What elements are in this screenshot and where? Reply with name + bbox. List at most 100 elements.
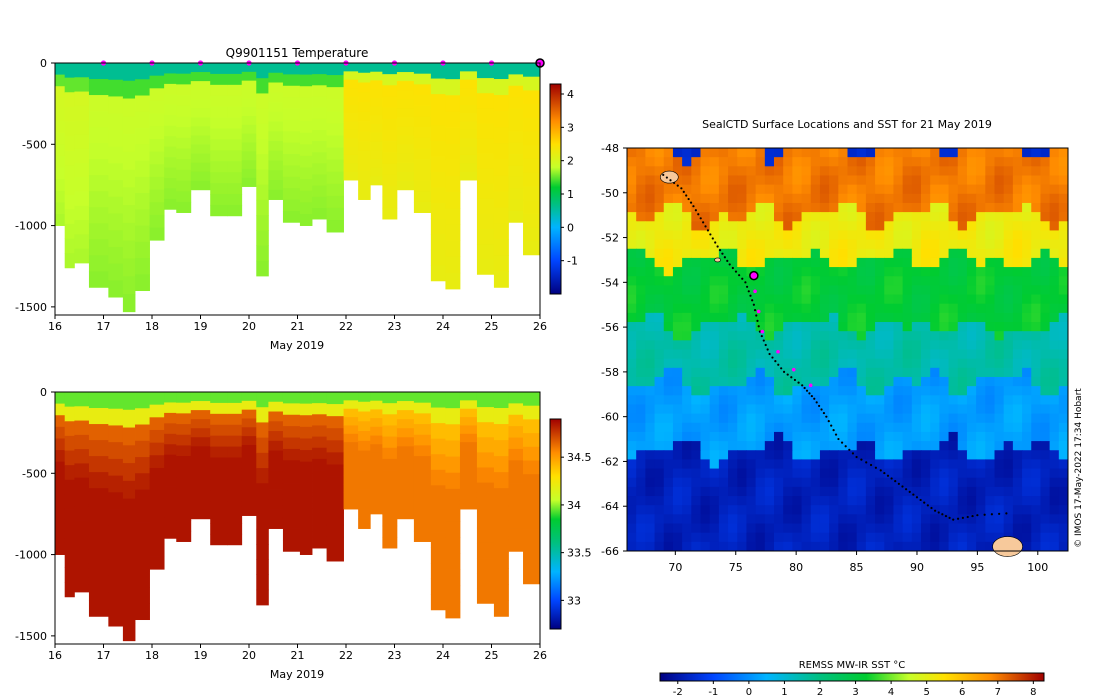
sst-cell [921, 459, 931, 470]
sst-cell [847, 404, 858, 415]
sst-cell [783, 294, 793, 305]
track-point [755, 314, 758, 317]
sst-cell [948, 505, 959, 515]
heatmap-cell [149, 493, 165, 507]
sst-cell [966, 514, 977, 525]
sst-cell [746, 184, 757, 195]
sst-cell [682, 541, 692, 552]
heatmap-cell [108, 146, 124, 164]
heatmap-cell [55, 415, 66, 428]
sst-cell [755, 322, 766, 332]
heatmap-cell [493, 143, 509, 160]
sst-cell [801, 459, 812, 470]
sst-cell [691, 193, 701, 204]
sst-cell [893, 349, 904, 360]
sst-cell [728, 175, 738, 186]
heatmap-cell [176, 434, 192, 446]
heatmap-cell [299, 484, 313, 497]
sst-cell [966, 230, 977, 241]
sst-cell [847, 276, 858, 286]
heatmap-cell [256, 468, 269, 484]
heatmap-cell [299, 508, 313, 521]
track-point [706, 229, 710, 232]
lat-tick-label: -52 [601, 232, 619, 245]
heatmap-cell [64, 194, 75, 210]
sst-cell [829, 294, 839, 305]
sst-cell [847, 486, 858, 497]
sst-cell [921, 285, 931, 296]
heatmap-cell [476, 558, 495, 574]
sst-cell [838, 358, 848, 369]
sst-cell [810, 441, 821, 451]
sst-cell [902, 376, 913, 387]
heatmap-cell [370, 89, 383, 99]
sst-cell [939, 303, 950, 314]
heatmap-cell [493, 392, 509, 409]
sst-cell [819, 523, 830, 534]
heatmap-cell [122, 116, 136, 135]
heatmap-cell [190, 464, 211, 474]
heatmap-cell [64, 523, 75, 539]
sst-cell [718, 431, 729, 442]
sst-cell [700, 468, 711, 479]
sst-cell [838, 523, 848, 534]
sst-cell [939, 431, 950, 442]
heatmap-cell [241, 133, 257, 143]
sst-cell [691, 267, 701, 277]
heatmap-cell [312, 481, 327, 493]
sst-cell [654, 267, 665, 277]
heatmap-cell [413, 137, 432, 149]
sst-cell [921, 395, 931, 405]
heatmap-cell [508, 154, 524, 166]
sst-cell [1031, 477, 1041, 488]
heatmap-cell [459, 408, 478, 418]
sst-cell [939, 148, 950, 158]
sst-cell [801, 523, 812, 534]
temperature-heatmap [55, 63, 541, 313]
sst-cell [810, 514, 821, 525]
heatmap-cell [358, 72, 371, 83]
sst-cell [856, 303, 867, 314]
heatmap-cell [135, 63, 150, 80]
heatmap-cell [382, 403, 398, 415]
sst-cell [663, 532, 674, 543]
sst-cell [709, 239, 720, 250]
sst-cell [810, 166, 821, 176]
sst-cell [654, 349, 665, 360]
track-point [976, 514, 979, 517]
heatmap-cell [256, 215, 269, 231]
sst-cell [865, 184, 876, 195]
sst-cell [939, 459, 950, 470]
sst-cell [663, 285, 674, 296]
sst-cell [728, 303, 738, 314]
sst-cell [682, 505, 692, 515]
sst-cell [636, 541, 646, 552]
track-point [998, 512, 1001, 515]
sst-cell [755, 422, 766, 433]
sst-cell [801, 413, 812, 424]
x-tick-label: 23 [388, 320, 402, 333]
sst-cell [948, 166, 959, 176]
sst-cell [884, 422, 894, 433]
sst-cell [1031, 331, 1041, 341]
sst-cell [755, 450, 766, 460]
sst-cell [1031, 413, 1041, 424]
sst-cell [838, 367, 848, 378]
track-point [665, 176, 668, 179]
sst-cell [884, 157, 894, 167]
sst-cell [682, 157, 692, 167]
track-point [966, 515, 969, 519]
track-point [673, 181, 676, 185]
sst-cell [792, 184, 803, 195]
sst-cell [1040, 422, 1051, 433]
sst-cell [1022, 267, 1032, 277]
sst-cell [875, 175, 885, 186]
sst-cell [921, 322, 931, 332]
track-point [762, 339, 765, 342]
heatmap-cell [358, 499, 371, 510]
track-point [768, 352, 771, 356]
sst-cell [884, 358, 894, 369]
sst-cell [627, 303, 637, 314]
heatmap-cell [149, 75, 165, 89]
sst-cell [1022, 349, 1032, 360]
